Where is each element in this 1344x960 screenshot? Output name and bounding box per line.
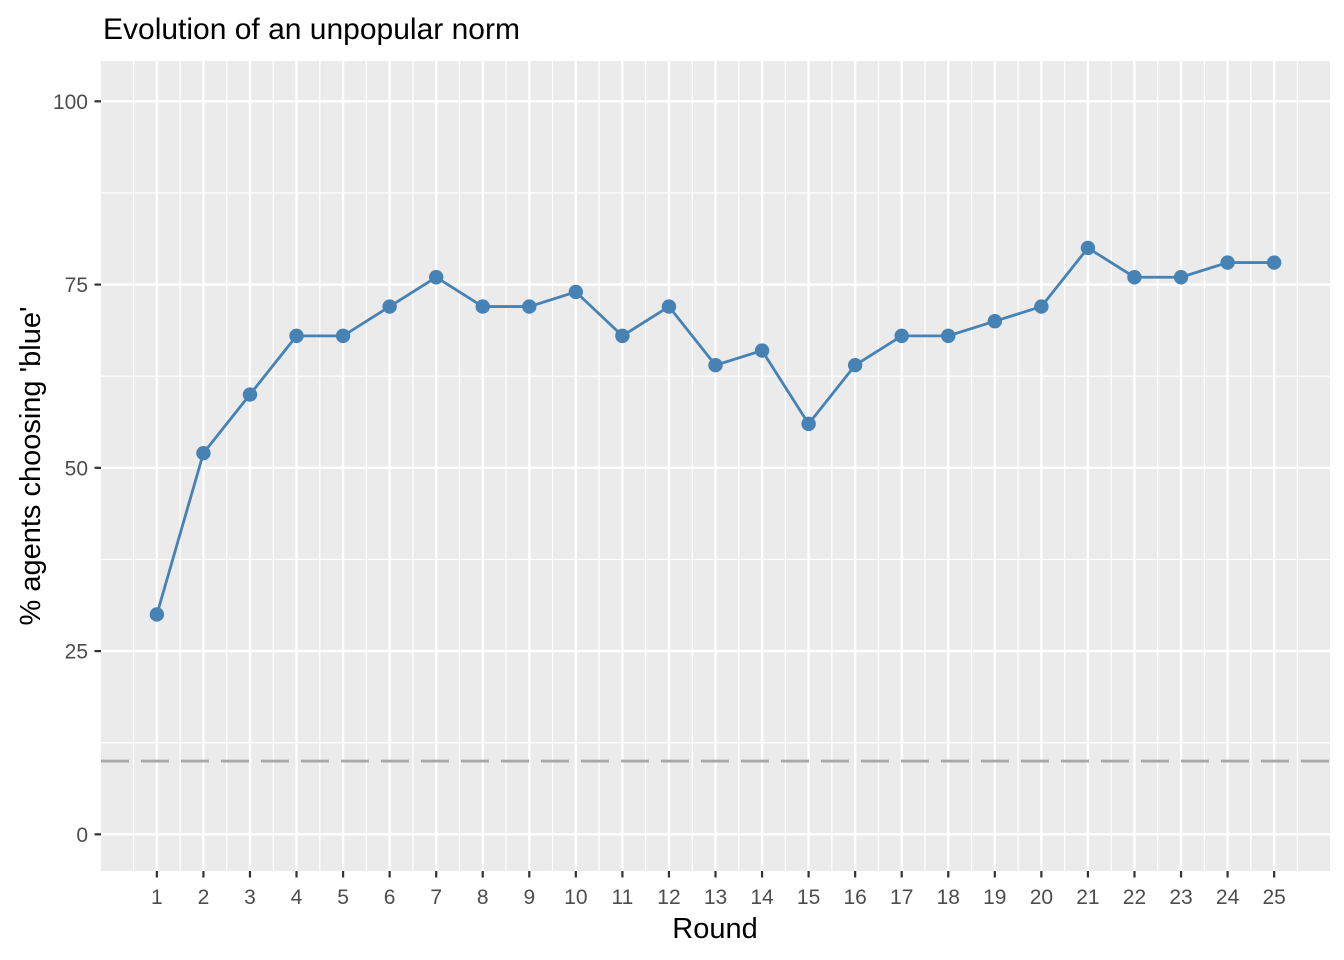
x-tick-label: 17 xyxy=(890,886,913,909)
x-tick-label: 14 xyxy=(750,886,774,909)
x-tick-label: 5 xyxy=(337,886,349,909)
plot-panel: 1 2 3 4 5 6 7 8 9 10 11 12 13 14 15 16 17 18 19 20 21 22 23 24 2… xyxy=(53,61,1330,909)
x-tick-label: 12 xyxy=(657,886,680,909)
x-tick-label: 19 xyxy=(983,886,1006,909)
data-point xyxy=(615,328,630,344)
x-tick-label: 1 xyxy=(151,886,163,909)
y-tick-label: 0 xyxy=(76,824,88,847)
gridlines-major xyxy=(101,61,1330,871)
data-point xyxy=(522,299,537,314)
x-tick-label: 9 xyxy=(523,886,535,909)
y-tick-label: 25 xyxy=(65,641,88,664)
x-tick-label: 6 xyxy=(384,886,396,909)
data-point xyxy=(1266,255,1282,270)
x-tick-label: 10 xyxy=(564,886,587,909)
data-point xyxy=(987,314,1003,329)
data-point xyxy=(941,328,956,344)
data-point xyxy=(428,270,444,285)
y-tick-label: 100 xyxy=(53,91,88,114)
data-point xyxy=(1080,240,1096,256)
x-tick-label: 25 xyxy=(1262,886,1285,909)
data-points xyxy=(149,240,1282,622)
x-tick-label: 13 xyxy=(704,886,727,909)
data-point xyxy=(475,299,490,314)
x-tick-label: 7 xyxy=(430,886,442,909)
data-point xyxy=(568,284,584,300)
x-tick-label: 2 xyxy=(198,886,210,909)
data-point xyxy=(382,299,397,314)
data-point xyxy=(1127,270,1142,285)
x-tick-label: 8 xyxy=(477,886,489,909)
data-point xyxy=(1034,299,1049,314)
x-tick-label: 18 xyxy=(937,886,960,909)
data-point xyxy=(289,328,304,344)
x-tick-label: 22 xyxy=(1123,886,1146,909)
data-point xyxy=(847,358,863,373)
x-tick-label: 20 xyxy=(1030,886,1053,909)
y-axis-title: % agents choosing 'blue' xyxy=(15,306,47,625)
data-point xyxy=(754,343,770,358)
data-point xyxy=(801,416,816,432)
x-tick-label: 24 xyxy=(1216,886,1240,909)
data-point xyxy=(894,328,909,344)
x-tick-label: 16 xyxy=(843,886,866,909)
x-tick-label: 23 xyxy=(1169,886,1192,909)
y-tick-labels: 0 25 50 75 100 xyxy=(53,91,88,847)
data-point xyxy=(335,328,351,344)
x-tick-label: 11 xyxy=(611,886,633,909)
data-point xyxy=(661,299,677,314)
data-point xyxy=(242,387,258,402)
x-axis-title: Round xyxy=(672,913,757,945)
x-tick-label: 21 xyxy=(1076,886,1099,909)
data-point xyxy=(708,358,723,373)
axis-ticks xyxy=(94,100,1276,878)
x-tick-label: 4 xyxy=(291,886,303,909)
y-tick-label: 50 xyxy=(65,457,88,480)
x-tick-label: 15 xyxy=(797,886,820,909)
x-tick-label: 3 xyxy=(244,886,256,909)
y-tick-label: 75 xyxy=(65,274,88,297)
data-point xyxy=(196,445,211,461)
data-point xyxy=(149,607,165,622)
data-point xyxy=(1173,270,1189,285)
x-tick-labels: 1 2 3 4 5 6 7 8 9 10 11 12 13 14 15 16 17 18 19 20 21 22 23 24 2… xyxy=(151,886,1286,909)
chart-title: Evolution of an unpopular norm xyxy=(103,13,520,46)
data-point xyxy=(1220,255,1235,270)
